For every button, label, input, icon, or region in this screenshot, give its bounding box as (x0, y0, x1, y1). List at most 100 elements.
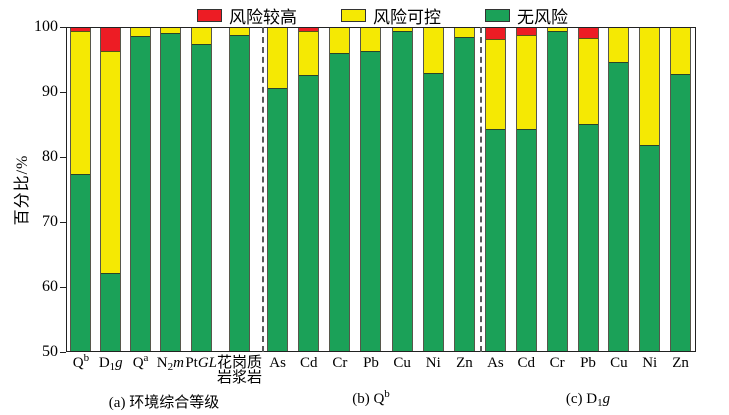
bar-group-a: Qb D1g Qa N2m PtGL 花岗质 岩浆岩 (a) 环境综合等级 (66, 27, 262, 412)
groups: Qb D1g Qa N2m PtGL 花岗质 岩浆岩 (a) 环境综合等级 As Cd Cr Pb Cu… (66, 27, 696, 412)
y-tick-label: 50 (42, 343, 58, 360)
legend-swatch-no-risk (485, 9, 510, 22)
x-tick-label: Cu (393, 355, 411, 371)
group-caption: (a) 环境综合等级 (108, 395, 220, 411)
segment-no-risk (230, 34, 250, 351)
x-tick-label: As (269, 355, 286, 371)
segment-risk-control (71, 30, 91, 175)
segment-risk-control (131, 28, 151, 37)
segment-risk-control (361, 28, 381, 51)
x-tick-label: Pb (363, 355, 379, 371)
y-tick-mark (60, 222, 66, 223)
x-tick-label: Zn (456, 355, 473, 371)
segment-no-risk (640, 145, 660, 351)
segment-risk-control (454, 28, 474, 38)
y-tick-label: 60 (42, 278, 58, 295)
stacked-bar (546, 27, 568, 352)
bar-slot (360, 27, 382, 352)
group-separator (480, 27, 482, 352)
bar-cell: N2m (155, 27, 185, 388)
segment-no-risk (160, 32, 180, 351)
x-tick-label: Cd (299, 355, 318, 371)
group-cells: As Cd Cr Pb Cu Ni Zn (262, 27, 480, 388)
bar-cell: As (480, 27, 511, 388)
bar-slot (639, 27, 661, 352)
bar-cell: Cr (542, 27, 573, 388)
segment-risk-control (578, 37, 598, 124)
legend-label-risk-high: 风险较高 (229, 8, 297, 27)
bar-slot (159, 27, 181, 352)
x-tick-label: Cu (610, 355, 628, 371)
stacked-bar (453, 27, 475, 352)
stacked-bar (329, 27, 351, 352)
segment-risk-control (485, 39, 505, 130)
bar-slot (484, 27, 506, 352)
segment-no-risk (299, 74, 319, 351)
y-tick-label: 90 (42, 83, 58, 100)
segment-risk-control (547, 28, 567, 32)
group-cells: As Cd Cr Pb Cu Ni Zn (480, 27, 696, 388)
segment-no-risk (609, 62, 629, 351)
x-tick-label: 花岗质 岩浆岩 (217, 355, 263, 386)
group-cells: Qb D1g Qa N2m PtGL 花岗质 岩浆岩 (66, 27, 262, 388)
stacked-bar (484, 27, 506, 352)
stacked-bar (267, 27, 289, 352)
stacked-bar (130, 27, 152, 352)
segment-risk-control (160, 28, 180, 33)
segment-risk-high (71, 28, 91, 31)
segment-risk-control (640, 28, 660, 145)
segment-no-risk (485, 129, 505, 351)
bar-cell: Cd (511, 27, 542, 388)
bar-cell: Cu (387, 27, 418, 388)
x-tick-label: Cd (517, 355, 536, 371)
bar-cell: Zn (449, 27, 480, 388)
bar-slot (329, 27, 351, 352)
bar-slot (130, 27, 152, 352)
bar-slot (670, 27, 692, 352)
x-tick-label: Qb (72, 352, 90, 371)
segment-no-risk (330, 53, 350, 351)
segment-no-risk (71, 174, 91, 351)
stacked-bar (229, 27, 251, 352)
legend-swatch-risk-control (341, 9, 366, 22)
x-tick-label: Cr (332, 355, 348, 371)
segment-risk-control (268, 28, 288, 89)
bar-cell: 花岗质 岩浆岩 (217, 27, 262, 388)
bar-cell: Cu (603, 27, 634, 388)
bar-group-b: As Cd Cr Pb Cu Ni Zn (b) Qb (262, 27, 480, 408)
bar-slot (608, 27, 630, 352)
y-tick-label: 80 (42, 148, 58, 165)
segment-risk-high (101, 28, 121, 51)
segment-risk-control (516, 35, 536, 129)
segment-risk-high (485, 28, 505, 40)
segment-risk-control (230, 28, 250, 35)
x-tick-label: Ni (425, 355, 441, 371)
stacked-bar (298, 27, 320, 352)
legend-item-no-risk: 无风险 (485, 3, 568, 28)
stacked-bar (577, 27, 599, 352)
bar-group-c: As Cd Cr Pb Cu Ni Zn (c) D1g (480, 27, 696, 409)
bar-cell: Ni (634, 27, 665, 388)
bar-cell: Qa (126, 27, 156, 388)
legend-item-risk-control: 风险可控 (341, 3, 441, 28)
legend-swatch-risk-high (197, 9, 222, 22)
segment-risk-control (423, 28, 443, 73)
legend-label-risk-control: 风险可控 (373, 8, 441, 27)
segment-risk-control (330, 28, 350, 54)
stacked-bar (190, 27, 212, 352)
stacked-bar (70, 27, 92, 352)
bar-slot (267, 27, 289, 352)
stacked-bar (422, 27, 444, 352)
stacked-bar (515, 27, 537, 352)
bar-cell: Pb (573, 27, 604, 388)
stacked-bar (391, 27, 413, 352)
bar-slot (190, 27, 212, 352)
y-tick-label: 100 (34, 18, 58, 35)
group-caption: (c) D1g (565, 391, 611, 409)
y-tick-mark (60, 352, 66, 353)
stacked-bar (360, 27, 382, 352)
segment-risk-control (671, 28, 691, 74)
bar-slot (229, 27, 251, 352)
segment-no-risk (454, 37, 474, 351)
group-separator (262, 27, 264, 352)
